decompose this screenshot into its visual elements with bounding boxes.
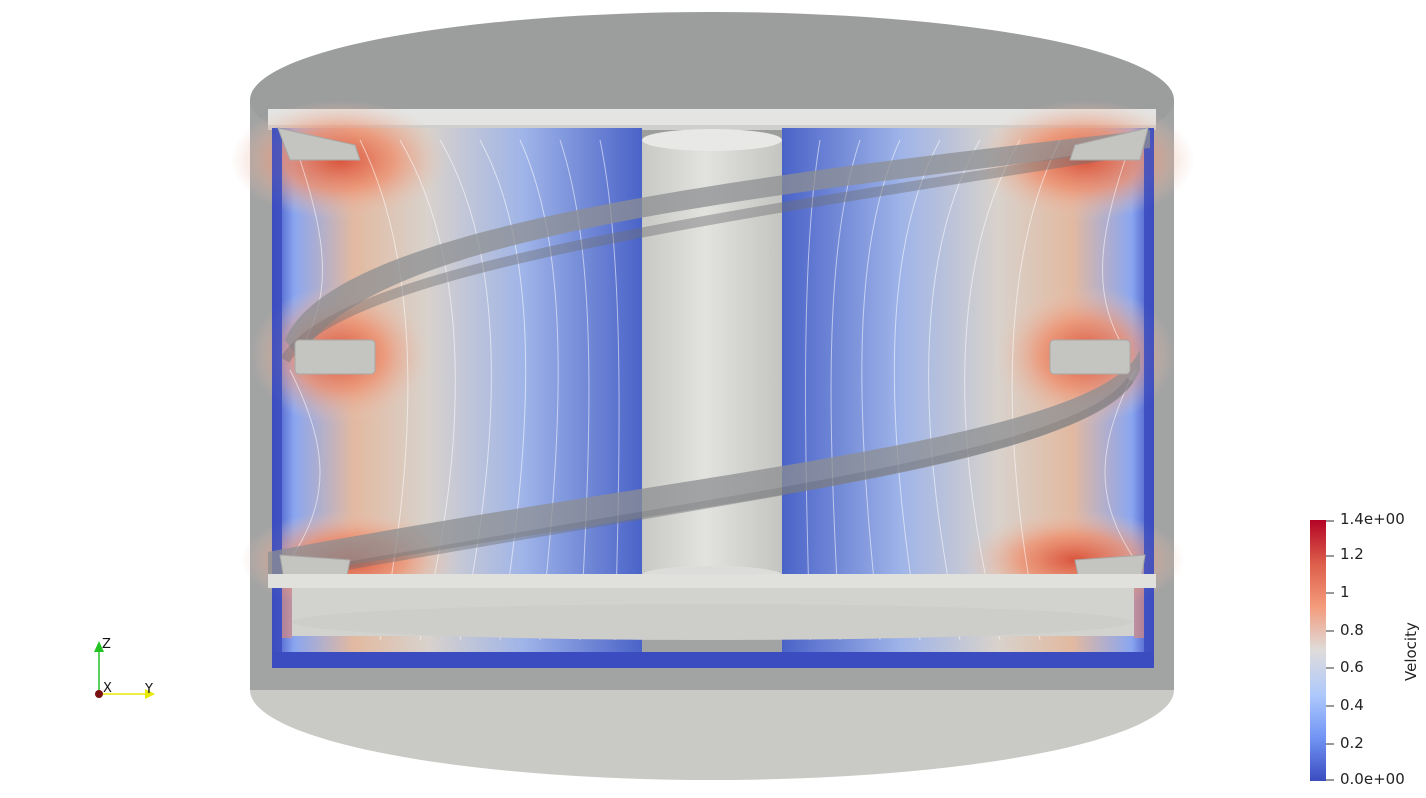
axis-x-label: X [103, 681, 112, 696]
vanes [277, 127, 1149, 586]
colorbar-label-max: 1.4e+00 [1340, 510, 1405, 528]
colorbar-label: 0.6 [1340, 658, 1364, 676]
colorbar-title: Velocity [1402, 622, 1420, 681]
helical-ribbon [268, 130, 1150, 584]
colorbar-gradient [1310, 520, 1326, 781]
contour-lines [289, 139, 1136, 641]
colorbar-label: 0.4 [1340, 696, 1364, 714]
colorbar-label-min: 0.0e+00 [1340, 770, 1405, 788]
colorbar-label: 0.8 [1340, 621, 1364, 639]
axis-y-label: Y [145, 682, 153, 697]
axis-z-label: Z [102, 637, 111, 652]
top-plate [268, 109, 1156, 127]
bottom-plate [268, 574, 1156, 588]
colorbar-label: 0.2 [1340, 734, 1364, 752]
orientation-axes [94, 641, 155, 699]
colorbar-label: 1 [1340, 583, 1350, 601]
colorbar-label: 1.2 [1340, 545, 1364, 563]
colorbar-ticks [1326, 520, 1334, 781]
